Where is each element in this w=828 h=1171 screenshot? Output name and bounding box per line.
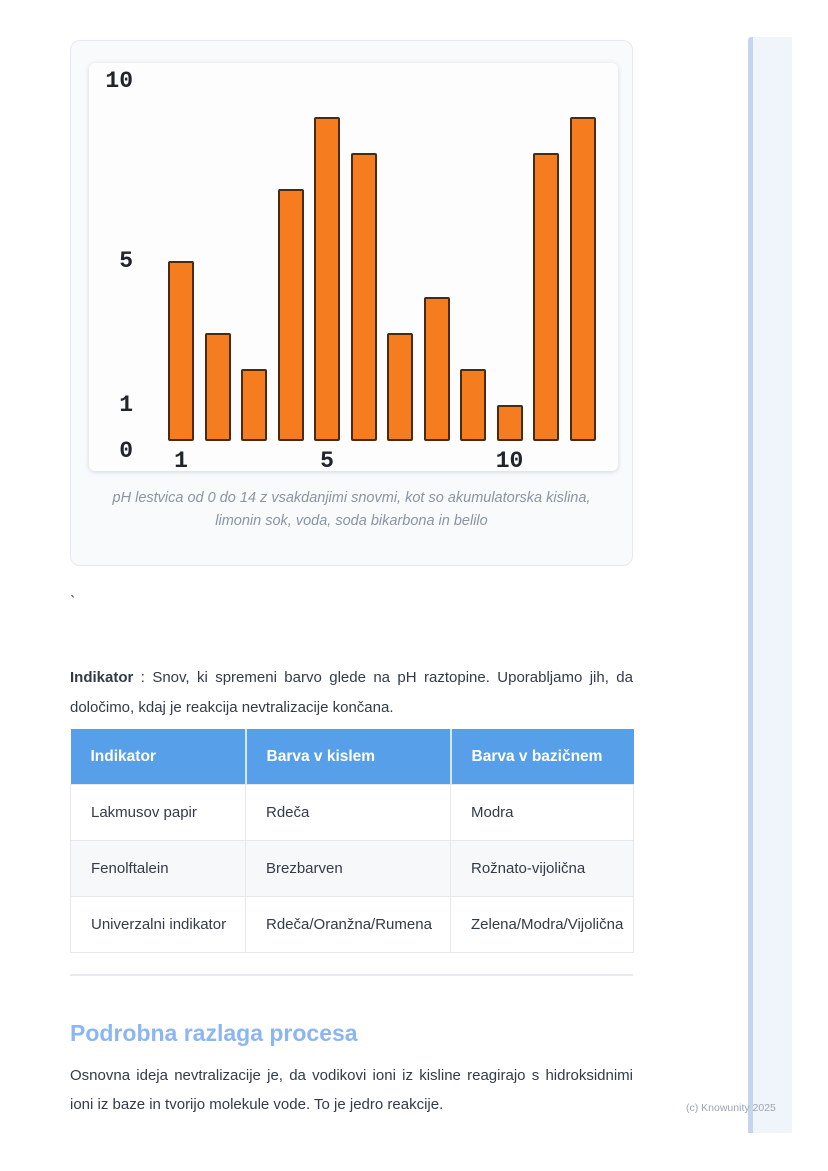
y-axis-tick: 5	[119, 248, 133, 274]
cell-indicator: Univerzalni indikator	[70, 896, 246, 953]
y-axis-tick: 0	[119, 438, 133, 464]
figure-caption: pH lestvica od 0 do 14 z vsakdanjimi sno…	[71, 487, 632, 533]
y-axis-tick: 1	[119, 392, 133, 418]
section-divider	[70, 974, 633, 976]
page-margin-bar	[748, 37, 792, 1133]
cell-base-color: Rožnato-vijolična	[450, 840, 634, 897]
cell-acid-color: Rdeča/Oranžna/Rumena	[245, 896, 451, 953]
stray-backtick: `	[70, 594, 76, 611]
definition-term: Indikator	[70, 669, 134, 686]
table-row: Fenolftalein Brezbarven Rožnato-vijoličn…	[70, 840, 634, 897]
cell-acid-color: Rdeča	[245, 784, 451, 841]
table-header-row: Indikator Barva v kislem Barva v bazične…	[70, 729, 634, 785]
chart-bar	[204, 333, 231, 441]
chart-bar	[423, 297, 450, 441]
copyright-watermark: (c) Knowunity 2025	[686, 1102, 776, 1114]
cell-acid-color: Brezbarven	[245, 840, 451, 897]
y-axis-tick: 10	[105, 68, 133, 94]
cell-base-color: Modra	[450, 784, 634, 841]
chart-bar	[460, 369, 486, 441]
definition-text: : Snov, ki spremeni barvo glede na pH ra…	[70, 669, 633, 716]
chart-bar	[241, 369, 267, 441]
chart-bar	[277, 189, 304, 441]
x-axis-tick: 1	[174, 448, 188, 474]
chart-bar	[496, 405, 523, 441]
table-row: Univerzalni indikator Rdeča/Oranžna/Rume…	[70, 896, 634, 953]
chart-bar	[569, 117, 596, 441]
cell-base-color: Zelena/Modra/Vijolična	[450, 896, 634, 953]
table-row: Lakmusov papir Rdeča Modra	[70, 784, 634, 841]
x-axis-tick: 10	[495, 448, 524, 474]
cell-indicator: Fenolftalein	[70, 840, 246, 897]
chart-bar	[387, 333, 413, 441]
chart-bar	[350, 153, 377, 441]
indicator-definition: Indikator : Snov, ki spremeni barvo gled…	[70, 663, 633, 723]
cell-indicator: Lakmusov papir	[70, 784, 246, 841]
column-header-barva-kislem: Barva v kislem	[245, 729, 452, 785]
ph-bar-chart: 0 1 5 10 1 5 10	[89, 63, 618, 474]
indicator-table: Indikator Barva v kislem Barva v bazične…	[70, 729, 634, 953]
figure-caption-line2: limonin sok, voda, soda bikarbona in bel…	[215, 513, 488, 529]
chart-bar	[533, 153, 559, 441]
column-header-indikator: Indikator	[70, 729, 247, 785]
section-paragraph: Osnovna ideja nevtralizacije je, da vodi…	[70, 1067, 633, 1113]
figure-caption-line1: pH lestvica od 0 do 14 z vsakdanjimi sno…	[112, 490, 591, 506]
ph-chart-figure: 0 1 5 10 1 5 10 pH lestvica od 0 do 14 z vsakd…	[70, 40, 633, 566]
section-heading: Podrobna razlaga procesa	[70, 1020, 358, 1047]
x-axis-tick: 5	[320, 448, 334, 474]
column-header-barva-bazicnem: Barva v bazičnem	[450, 729, 634, 785]
chart-bar	[168, 261, 194, 441]
chart-bar	[314, 117, 340, 441]
